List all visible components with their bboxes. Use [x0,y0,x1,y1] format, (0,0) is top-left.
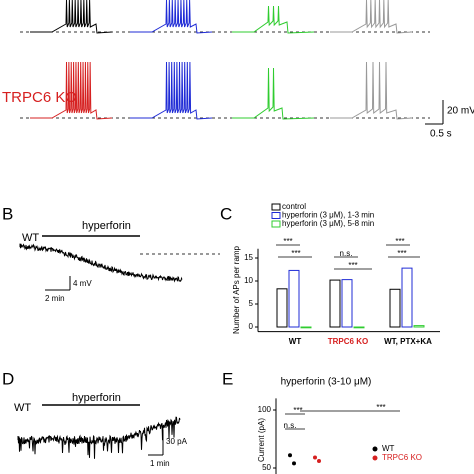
point [292,461,296,466]
panel-letter: B [2,204,13,223]
x-tick-label: WT [289,337,302,346]
y-tick-label: 50 [262,463,271,472]
bar [288,269,300,328]
bar [300,326,312,329]
scale-label: 0.5 s [430,129,452,140]
trace [232,67,315,120]
chart-title: hyperforin (3-10 μM) [281,377,372,388]
group-label: TRPC6 KO [2,89,77,106]
bar [329,279,341,328]
bar [413,325,425,328]
point [288,453,292,458]
bar [341,279,353,328]
x-tick-label: TRPC6 KO [328,337,368,346]
trace [232,5,315,34]
bar [276,288,288,328]
scale-label: 1 min [150,459,170,468]
trace [130,0,213,34]
sig-label: *** [291,249,300,258]
sig-label: *** [376,403,385,412]
point [317,459,321,464]
panel-letter: C [220,204,232,223]
y-tick-label: 5 [249,299,254,308]
point [313,455,317,460]
bar [389,288,401,328]
y-tick-label: 15 [244,253,253,262]
scale-label: 2 min [45,294,65,303]
trace [19,243,183,283]
sig-label: *** [283,237,292,246]
genotype: WT [14,402,31,414]
scale-label: 4 mV [73,279,92,288]
bar [401,267,413,328]
legend-swatch [271,220,281,228]
trace [130,61,213,120]
scale-label: 20 mV [447,106,474,117]
trace [30,61,113,120]
trace [17,416,181,459]
y-tick-label: 0 [249,322,254,331]
legend-label: hyperforin (3 μM), 1-3 min [282,211,374,220]
y-axis-label: Number of APs per ramp [232,245,241,334]
y-axis-label: Current (pA) [257,418,266,462]
x-tick-label: WT, PTX+KA [384,337,432,346]
drug-label: hyperforin [82,220,131,232]
sig-label: *** [395,237,404,246]
trace [330,61,413,120]
legend-swatch [372,455,378,461]
sig-label: n.s. [340,249,353,258]
trace [330,0,413,34]
legend-label: hyperforin (3 μM), 5-8 min [282,219,374,228]
legend-swatch [271,212,281,219]
legend-label: TRPC6 KO [382,453,422,462]
y-tick-label: 10 [244,276,253,285]
scale-label: 30 pA [166,437,188,446]
trace [30,0,113,34]
sig-label: n.s. [284,421,297,430]
legend-swatch [271,203,281,211]
legend-label: control [282,202,306,211]
bar [353,326,365,329]
y-tick-label: 100 [258,405,272,414]
genotype: WT [22,232,39,244]
drug-label: hyperforin [72,392,121,404]
panel-letter: E [222,369,233,388]
sig-label: *** [397,249,406,258]
legend-label: WT [382,444,395,453]
legend-swatch [372,446,378,452]
sig-label: *** [348,261,357,270]
panel-letter: D [2,369,14,388]
sig-label: *** [293,406,302,415]
